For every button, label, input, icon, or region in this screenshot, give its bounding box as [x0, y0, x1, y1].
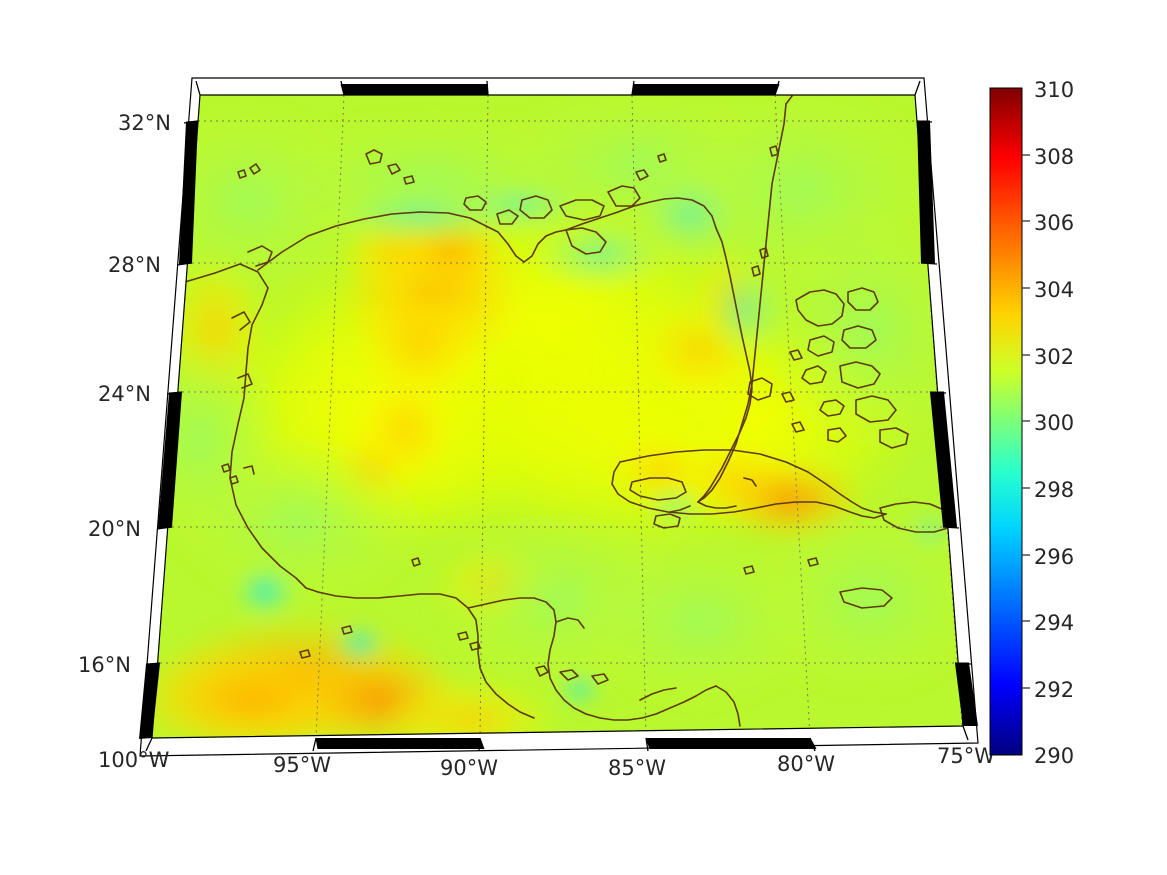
graticule-gridlines — [152, 95, 963, 738]
lat-tick-label-32n: 32°N — [118, 111, 171, 135]
colorbar-tick-298: 298 — [1034, 478, 1075, 502]
colorbar-tick-308: 308 — [1034, 145, 1075, 169]
lon-tick-label-80w: 80°W — [777, 752, 835, 776]
map-frame — [139, 77, 979, 757]
colorbar-tick-294: 294 — [1034, 611, 1075, 635]
colorbar-tick-306: 306 — [1034, 211, 1075, 235]
lon-tick-label-100w: 100°W — [98, 748, 170, 772]
lat-tick-label-20n: 20°N — [88, 517, 141, 541]
colorbar-tick-296: 296 — [1034, 545, 1075, 569]
lon-tick-label-85w: 85°W — [608, 756, 666, 780]
coastlines — [152, 95, 953, 727]
lon-tick-label-95w: 95°W — [273, 753, 331, 777]
colorbar-tick-292: 292 — [1034, 678, 1075, 702]
sst-field — [152, 95, 963, 738]
lat-tick-label-24n: 24°N — [98, 382, 151, 406]
lat-tick-label-16n: 16°N — [78, 653, 131, 677]
colorbar-tick-310: 310 — [1034, 78, 1075, 102]
colorbar-tick-302: 302 — [1034, 345, 1075, 369]
lon-tick-label-90w: 90°W — [440, 756, 498, 780]
colorbar-tick-304: 304 — [1034, 278, 1075, 302]
colorbar-tick-300: 300 — [1034, 411, 1075, 435]
lon-tick-label-75w: 75°W — [937, 744, 995, 768]
colorbar-tick-290: 290 — [1034, 744, 1075, 768]
lat-tick-label-28n: 28°N — [108, 253, 161, 277]
axis-ticks — [145, 80, 972, 752]
